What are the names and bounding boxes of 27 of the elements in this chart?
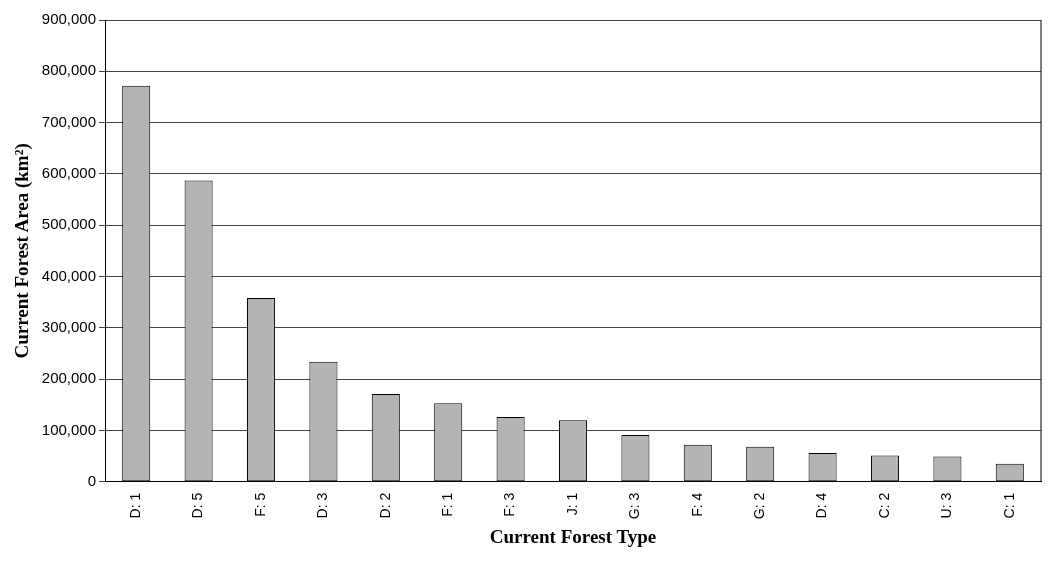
x-tick-label: F: 1 bbox=[439, 492, 456, 517]
y-tick-label: 700,000 bbox=[41, 112, 97, 130]
y-tick-label: 100,000 bbox=[41, 420, 97, 438]
y-axis-title: Current Forest Area (km²) bbox=[11, 143, 34, 359]
x-tick-label: G: 2 bbox=[751, 492, 768, 520]
x-tick-label: C: 2 bbox=[875, 492, 892, 519]
x-tick-label: D: 5 bbox=[189, 492, 206, 519]
x-tick-label: U: 3 bbox=[938, 492, 955, 519]
y-tick-label: 0 bbox=[87, 471, 97, 489]
y-tick-label: 500,000 bbox=[41, 215, 97, 233]
x-tick-label: D: 4 bbox=[813, 492, 830, 519]
y-tick-label: 900,000 bbox=[41, 10, 97, 28]
y-tick-label: 400,000 bbox=[41, 266, 97, 284]
y-tick-label: 800,000 bbox=[41, 61, 97, 79]
x-tick-label: F: 5 bbox=[251, 492, 268, 517]
y-tick-label: 600,000 bbox=[41, 164, 97, 182]
x-tick-label: F: 3 bbox=[501, 492, 518, 517]
x-tick-label: D: 2 bbox=[376, 492, 393, 519]
x-tick-label: D: 3 bbox=[314, 492, 331, 519]
x-axis-title: Current Forest Type bbox=[489, 525, 657, 547]
x-tick-label: C: 1 bbox=[1000, 492, 1017, 519]
y-tick-label: 300,000 bbox=[41, 317, 97, 335]
x-tick-label: G: 3 bbox=[626, 492, 643, 520]
y-tick-label: 200,000 bbox=[41, 369, 97, 387]
x-tick-label: F: 4 bbox=[688, 492, 705, 517]
x-tick-label: D: 1 bbox=[127, 492, 144, 519]
x-tick-label: J: 1 bbox=[563, 492, 580, 516]
